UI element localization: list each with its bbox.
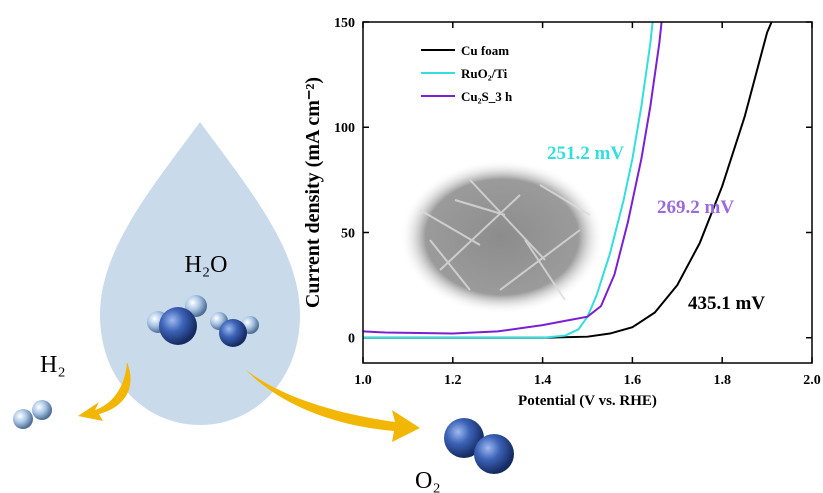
y-tick-label: 0 (348, 332, 355, 347)
legend-label: RuO₂/Ti (461, 66, 508, 81)
x-tick-label: 1.2 (444, 373, 462, 388)
x-tick-label: 1.0 (354, 373, 372, 388)
sem-inset (400, 160, 604, 314)
x-axis-label: Potential (V vs. RHE) (518, 393, 657, 409)
legend-label: Cu₂S_3 h (461, 89, 513, 104)
y-tick-label: 50 (341, 226, 355, 241)
x-tick-label: 1.4 (534, 373, 552, 388)
h2-molecule (13, 400, 52, 429)
x-tick-label: 1.8 (713, 373, 731, 388)
legend-label: Cu foam (461, 43, 509, 58)
annotation: 251.2 mV (547, 143, 624, 164)
y-tick-label: 100 (334, 121, 355, 136)
x-tick-label: 2.0 (803, 373, 821, 388)
annotation: 269.2 mV (657, 197, 734, 218)
o2-label: O₂ (415, 468, 441, 493)
figure: H₂O H₂ O₂ 1.0 1.2 1.4 1.6 1.8 2.0 0 50 100 150 Pot… (0, 0, 823, 493)
y-tick-label: 150 (334, 16, 355, 31)
x-tick-label: 1.6 (624, 373, 642, 388)
o2-molecule (444, 418, 514, 474)
annotation: 435.1 mV (688, 293, 765, 314)
h2-label: H₂ (40, 352, 66, 378)
y-axis-label: Current density (mA cm⁻²) (302, 77, 324, 308)
water-label: H₂O (184, 252, 227, 278)
